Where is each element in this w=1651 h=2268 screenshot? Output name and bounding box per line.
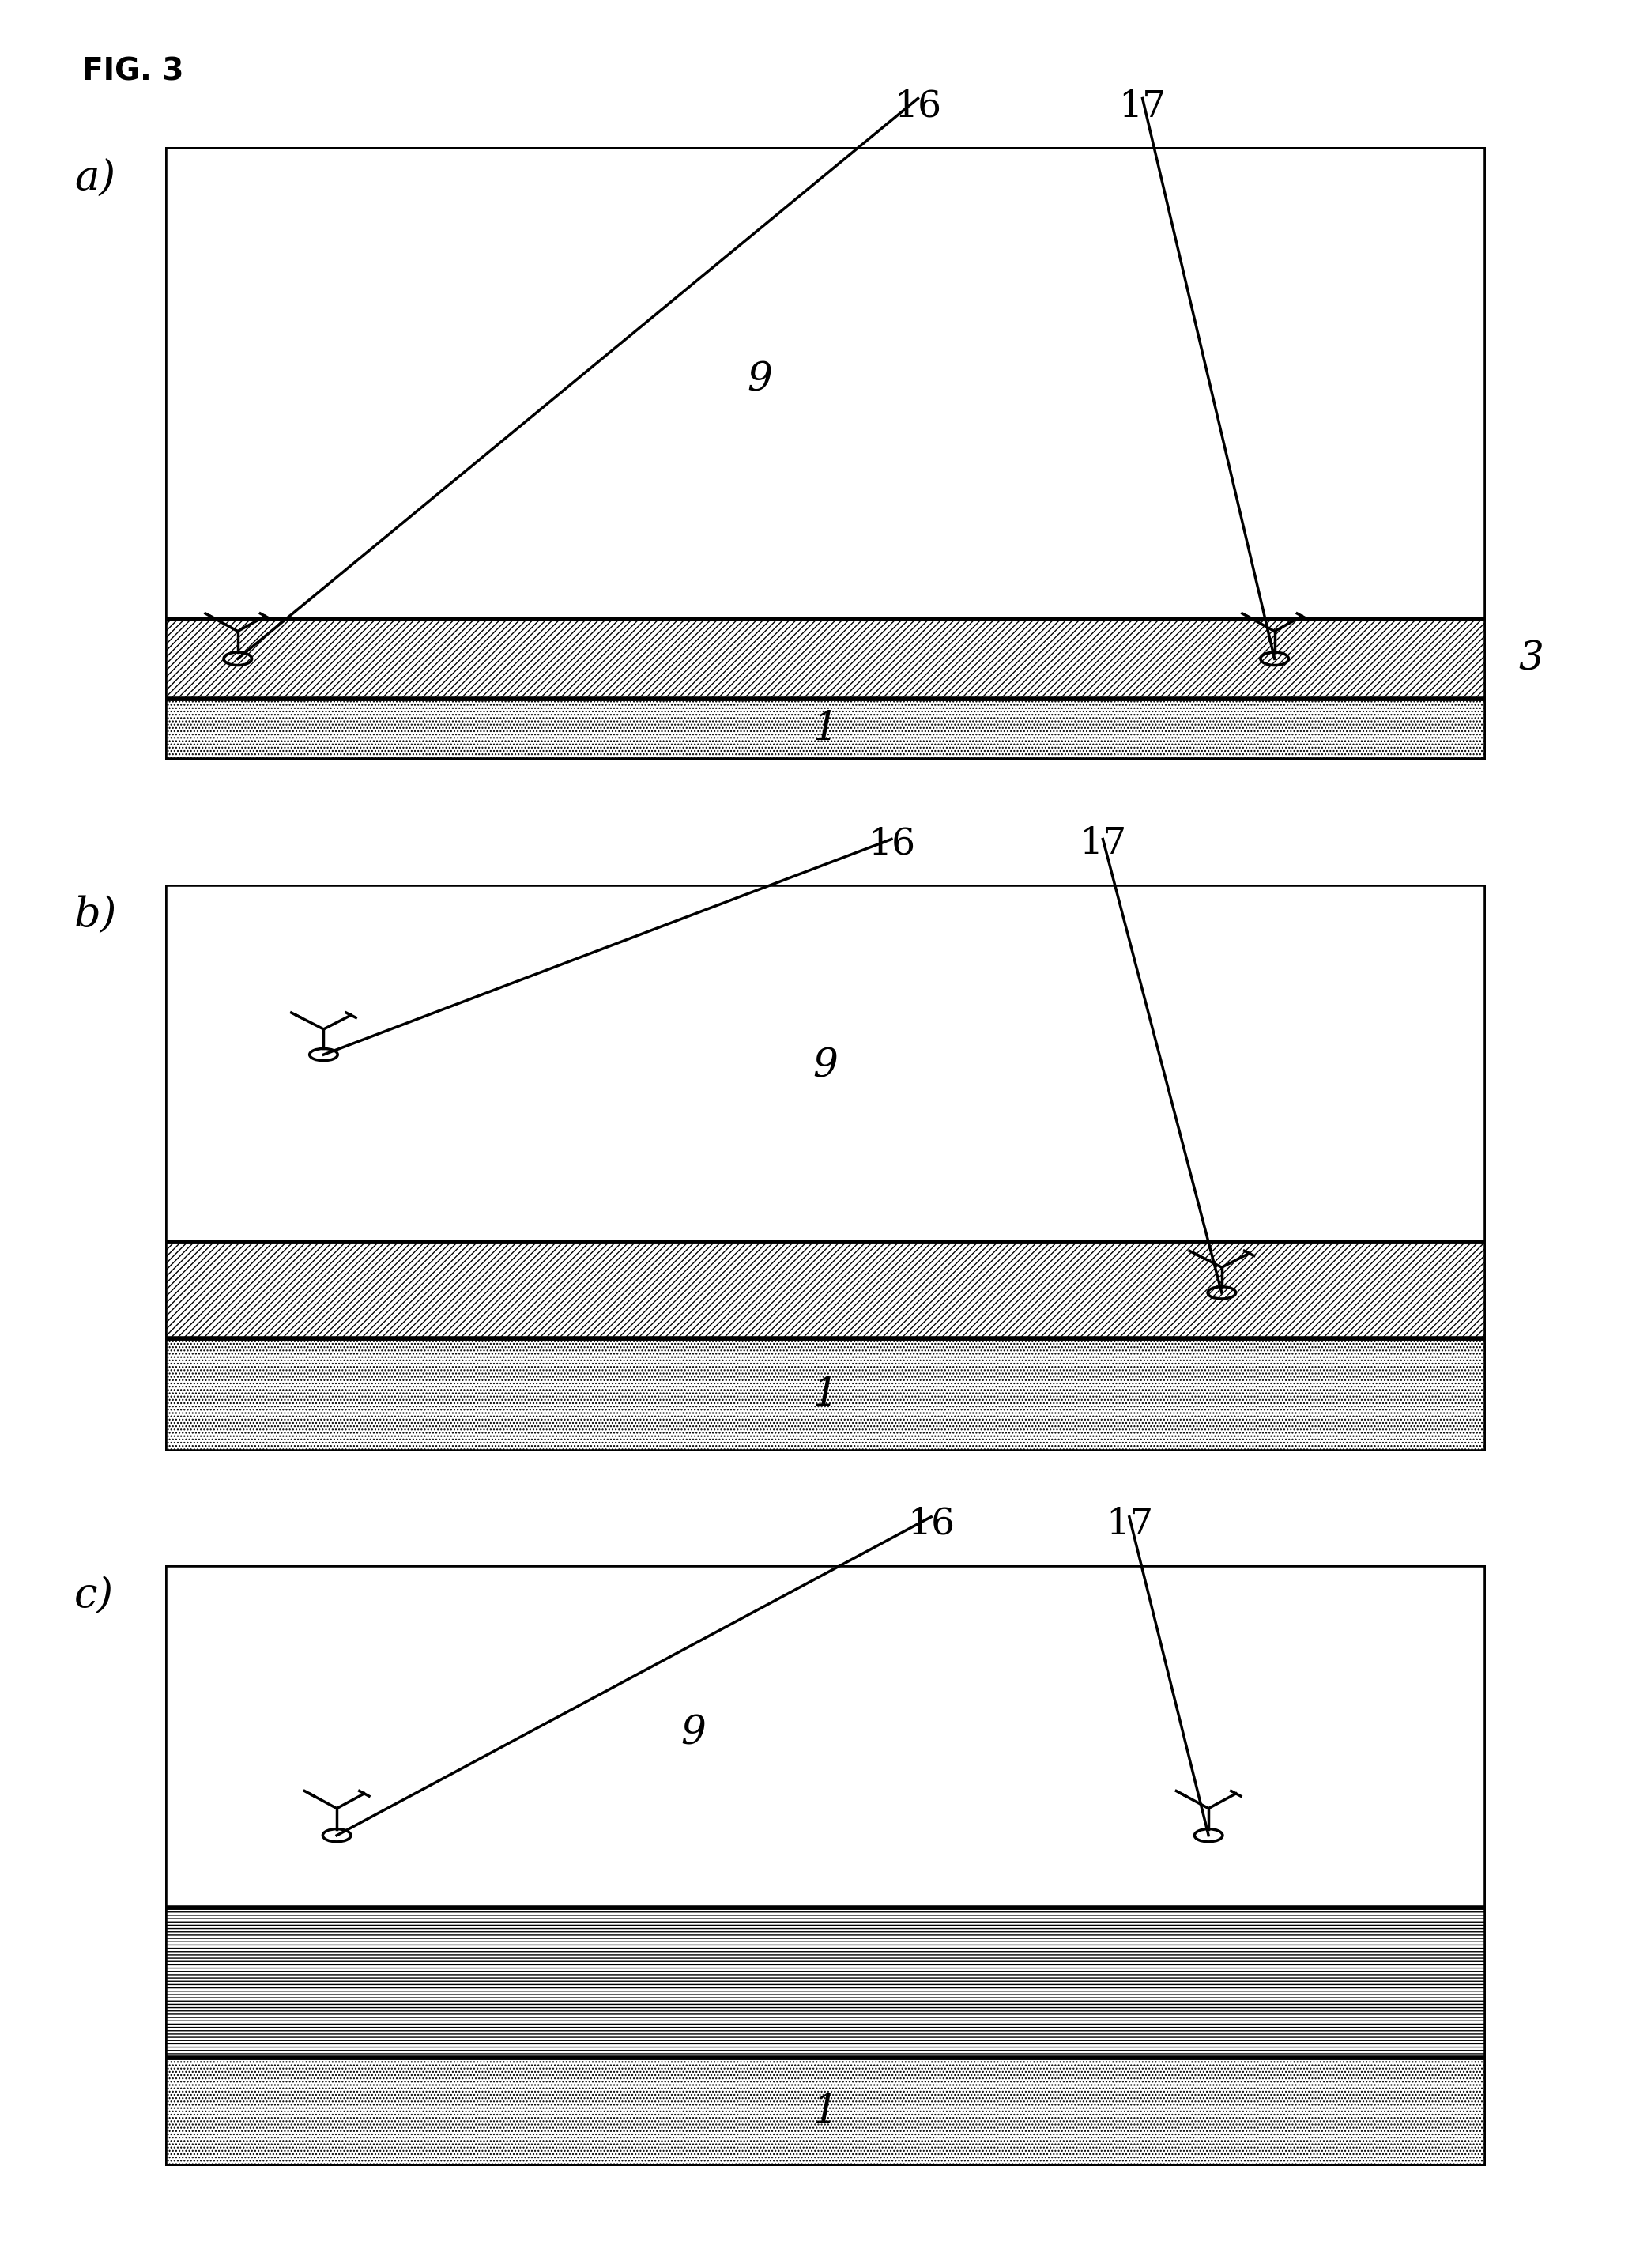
Text: FIG. 3: FIG. 3 <box>83 57 185 86</box>
Text: 16: 16 <box>908 1506 954 1542</box>
Text: 1: 1 <box>812 2093 839 2132</box>
Bar <box>165 2057 1486 2166</box>
Text: 17: 17 <box>1080 826 1126 862</box>
Text: 9: 9 <box>812 1046 839 1086</box>
Text: 16: 16 <box>868 826 915 862</box>
Text: a): a) <box>74 159 116 200</box>
Bar <box>165 885 1486 1243</box>
Bar <box>165 1565 1486 1907</box>
Bar <box>165 1907 1486 2057</box>
Text: 9: 9 <box>746 361 773 399</box>
Bar <box>165 1243 1486 1338</box>
Text: 3: 3 <box>1519 640 1544 678</box>
Text: 1: 1 <box>812 1374 839 1415</box>
Bar <box>165 699 1486 760</box>
Bar <box>165 619 1486 699</box>
Bar <box>165 147 1486 619</box>
Bar <box>165 1338 1486 1452</box>
Text: 9: 9 <box>680 1715 707 1753</box>
Text: b): b) <box>74 896 117 937</box>
Text: 17: 17 <box>1106 1506 1152 1542</box>
Text: 1: 1 <box>812 710 839 748</box>
Text: 16: 16 <box>895 88 941 125</box>
Text: c): c) <box>74 1576 114 1617</box>
Text: 17: 17 <box>1119 88 1166 125</box>
